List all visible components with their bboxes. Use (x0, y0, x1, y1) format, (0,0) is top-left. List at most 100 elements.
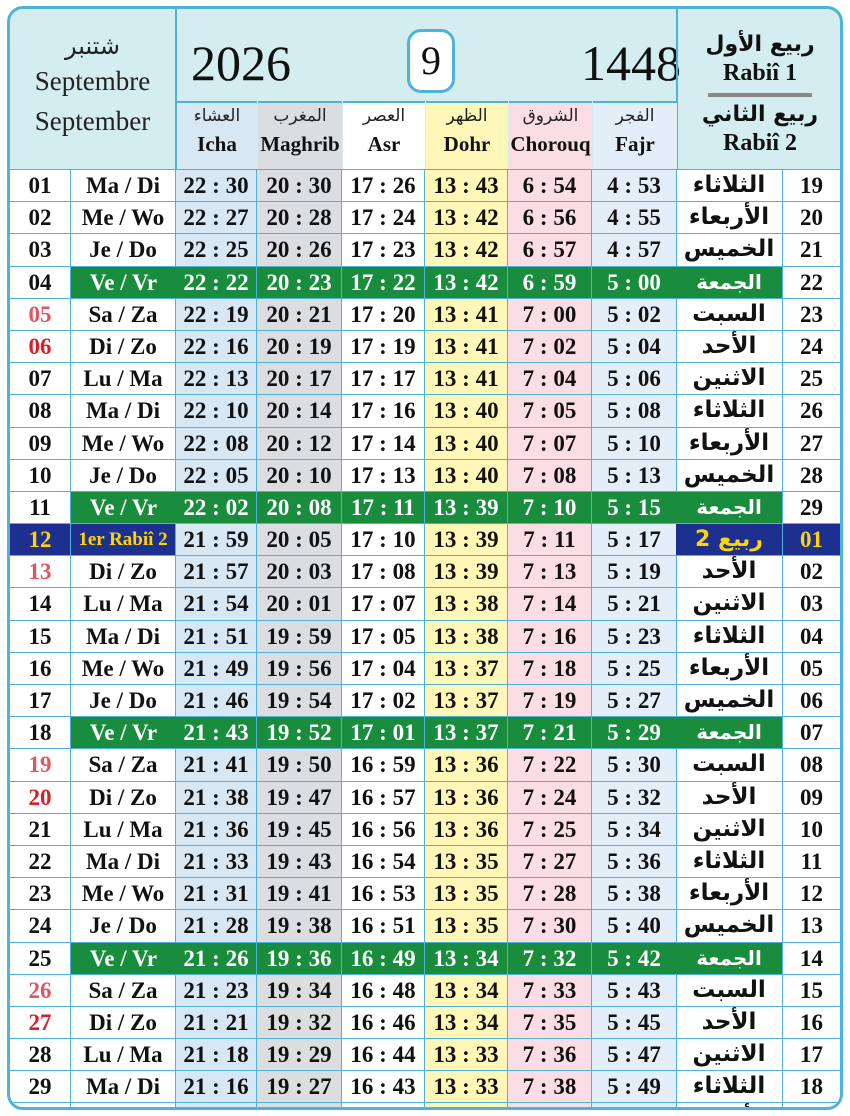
hijri-year: 1448 (581, 35, 681, 91)
table-row: 23 Me / Wo 21 : 31 19 : 41 16 : 53 13 : 35 7 :… (10, 877, 840, 910)
prayer-time-asr: 17 : 20 (342, 298, 425, 330)
prayer-time-icha: 22 : 27 (176, 202, 257, 234)
prayer-time-chorouq: 7 : 25 (508, 813, 592, 845)
gregorian-day: 04 (10, 266, 71, 298)
prayer-time-fajr: 5 : 32 (592, 781, 677, 813)
prayer-time-fajr: 5 : 27 (592, 685, 677, 717)
hijri-day: 05 (800, 655, 823, 681)
prayer-time-asr: 17 : 04 (342, 652, 425, 684)
prayer-time-fajr: 5 : 38 (592, 878, 677, 910)
prayer-time-icha: 21 : 13 (176, 1103, 257, 1107)
prayer-time-chorouq: 7 : 02 (508, 330, 592, 363)
prayer-time-fajr: 5 : 40 (592, 910, 677, 942)
prayer-time-icha: 22 : 10 (176, 395, 257, 427)
table-row: 29 Ma / Di 21 : 16 19 : 27 16 : 43 13 : 33 7 :… (10, 1070, 840, 1103)
gregorian-day: 09 (10, 427, 71, 459)
hijri-day: 23 (800, 301, 823, 327)
gregorian-day: 20 (10, 781, 71, 813)
prayer-time-asr: 17 : 05 (342, 620, 425, 652)
table-row: 03 Je / Do 22 : 25 20 : 26 17 : 23 13 : 42 6 :… (10, 233, 840, 266)
weekday-label: Ve / Vr (71, 266, 177, 298)
prayer-header-ar: الفجر (615, 106, 655, 126)
prayer-time-asr: 17 : 02 (342, 685, 425, 717)
prayer-time-chorouq: 7 : 22 (508, 749, 592, 781)
table-row: 07 Lu / Ma 22 : 13 20 : 17 17 : 17 13 : 41 7 :… (10, 362, 840, 395)
weekday-label: Sa / Za (71, 298, 176, 330)
prayer-time-maghrib: 20 : 01 (257, 588, 342, 620)
prayer-time-maghrib: 19 : 34 (257, 974, 342, 1006)
prayer-time-chorouq: 6 : 57 (508, 234, 592, 266)
prayer-time-maghrib: 19 : 27 (257, 1071, 342, 1103)
prayer-time-chorouq: 7 : 19 (508, 685, 592, 717)
hijri-day: 03 (800, 591, 823, 617)
table-row: 28 Lu / Ma 21 : 18 19 : 29 16 : 44 13 : 33 7 :… (10, 1038, 840, 1071)
year-band: 2026 9 1448 (177, 9, 681, 101)
prayer-time-maghrib: 19 : 29 (257, 1039, 342, 1071)
prayer-time-maghrib: 19 : 56 (257, 652, 342, 684)
prayer-time-fajr: 5 : 42 (592, 942, 677, 974)
hijri-weekday: الاثنين (676, 813, 783, 845)
table-row: 26 Sa / Za 21 : 23 19 : 34 16 : 48 13 : 34 7 :… (10, 973, 840, 1006)
prayer-time-icha: 21 : 46 (176, 685, 257, 717)
gregorian-day: 19 (10, 749, 71, 781)
hijri-day: 25 (800, 366, 823, 392)
weekday-label: Je / Do (71, 459, 176, 491)
prayer-time-fajr: 5 : 15 (592, 491, 677, 524)
prayer-header-ar: العشاء (193, 106, 241, 126)
prayer-time-fajr: 5 : 00 (592, 266, 677, 298)
prayer-time-fajr: 5 : 23 (592, 620, 677, 652)
hijri-day: 04 (800, 623, 823, 649)
prayer-time-maghrib: 20 : 12 (257, 427, 342, 459)
prayer-time-fajr: 4 : 55 (592, 202, 677, 234)
prayer-time-maghrib: 20 : 21 (257, 298, 342, 330)
table-row: 01 Ma / Di 22 : 30 20 : 30 17 : 26 13 : 43 6 :… (10, 169, 840, 202)
prayer-time-icha: 21 : 59 (176, 524, 257, 556)
prayer-time-icha: 22 : 30 (176, 170, 257, 202)
hijri-weekday: الخميس (676, 685, 783, 717)
weekday-label: Je / Do (71, 234, 176, 266)
prayer-time-maghrib: 19 : 54 (257, 685, 342, 717)
hijri-weekday: الأحد (676, 781, 783, 813)
table-row: 13 Di / Zo 21 : 57 20 : 03 17 : 08 13 : 39 7 :… (10, 555, 840, 588)
hijri-weekday: الأحد (676, 556, 783, 588)
weekday-label: Ma / Di (71, 620, 176, 652)
prayer-time-icha: 22 : 08 (176, 427, 257, 459)
table-row: 20 Di / Zo 21 : 38 19 : 47 16 : 57 13 : 36 7 :… (10, 780, 840, 813)
weekday-label: 1er Rabiî 2 (71, 524, 176, 556)
prayer-time-dohr: 13 : 39 (425, 556, 508, 588)
prayer-time-maghrib: 19 : 47 (257, 781, 342, 813)
hijri-day: 16 (800, 1009, 823, 1035)
prayer-time-dohr: 13 : 34 (425, 942, 508, 974)
prayer-header-lat: Chorouq (510, 132, 591, 156)
prayer-time-dohr: 13 : 38 (425, 588, 508, 620)
prayer-time-asr: 17 : 19 (342, 330, 425, 363)
prayer-time-fajr: 5 : 02 (592, 298, 677, 330)
weekday-label: Lu / Ma (71, 1039, 176, 1071)
hijri-weekday: الثلاثاء (676, 620, 783, 652)
prayer-time-maghrib: 19 : 50 (257, 749, 342, 781)
prayer-time-fajr: 5 : 08 (592, 395, 677, 427)
gregorian-month-block: شتنبر Septembre September (10, 9, 177, 169)
table-row: 11 Ve / Vr 22 : 02 20 : 08 17 : 11 13 : 39 7 :… (10, 490, 840, 524)
prayer-time-chorouq: 6 : 56 (508, 202, 592, 234)
hijri-weekday: الاثنين (676, 1039, 783, 1071)
weekday-label: Me / Wo (71, 652, 176, 684)
gregorian-day: 27 (10, 1006, 71, 1039)
prayer-time-maghrib: 19 : 36 (257, 942, 342, 974)
prayer-time-asr: 17 : 16 (342, 395, 425, 427)
prayer-time-dohr: 13 : 42 (425, 202, 508, 234)
gregorian-day: 05 (10, 298, 71, 330)
prayer-time-icha: 22 : 19 (176, 298, 257, 330)
prayer-time-chorouq: 7 : 13 (508, 556, 592, 588)
prayer-time-icha: 21 : 33 (176, 845, 257, 878)
prayer-time-asr: 17 : 26 (342, 170, 425, 202)
prayer-time-fajr: 5 : 51 (592, 1103, 677, 1107)
hijri-weekday: السبت (676, 749, 783, 781)
hijri-month2-lat: Rabiî 2 (722, 130, 797, 156)
prayer-time-fajr: 5 : 21 (592, 588, 677, 620)
prayer-time-chorouq: 7 : 08 (508, 459, 592, 491)
table-row: 08 Ma / Di 22 : 10 20 : 14 17 : 16 13 : 40 7 :… (10, 394, 840, 427)
prayer-time-chorouq: 7 : 07 (508, 427, 592, 459)
prayer-time-asr: 17 : 17 (342, 363, 425, 395)
prayer-time-chorouq: 7 : 35 (508, 1006, 592, 1039)
